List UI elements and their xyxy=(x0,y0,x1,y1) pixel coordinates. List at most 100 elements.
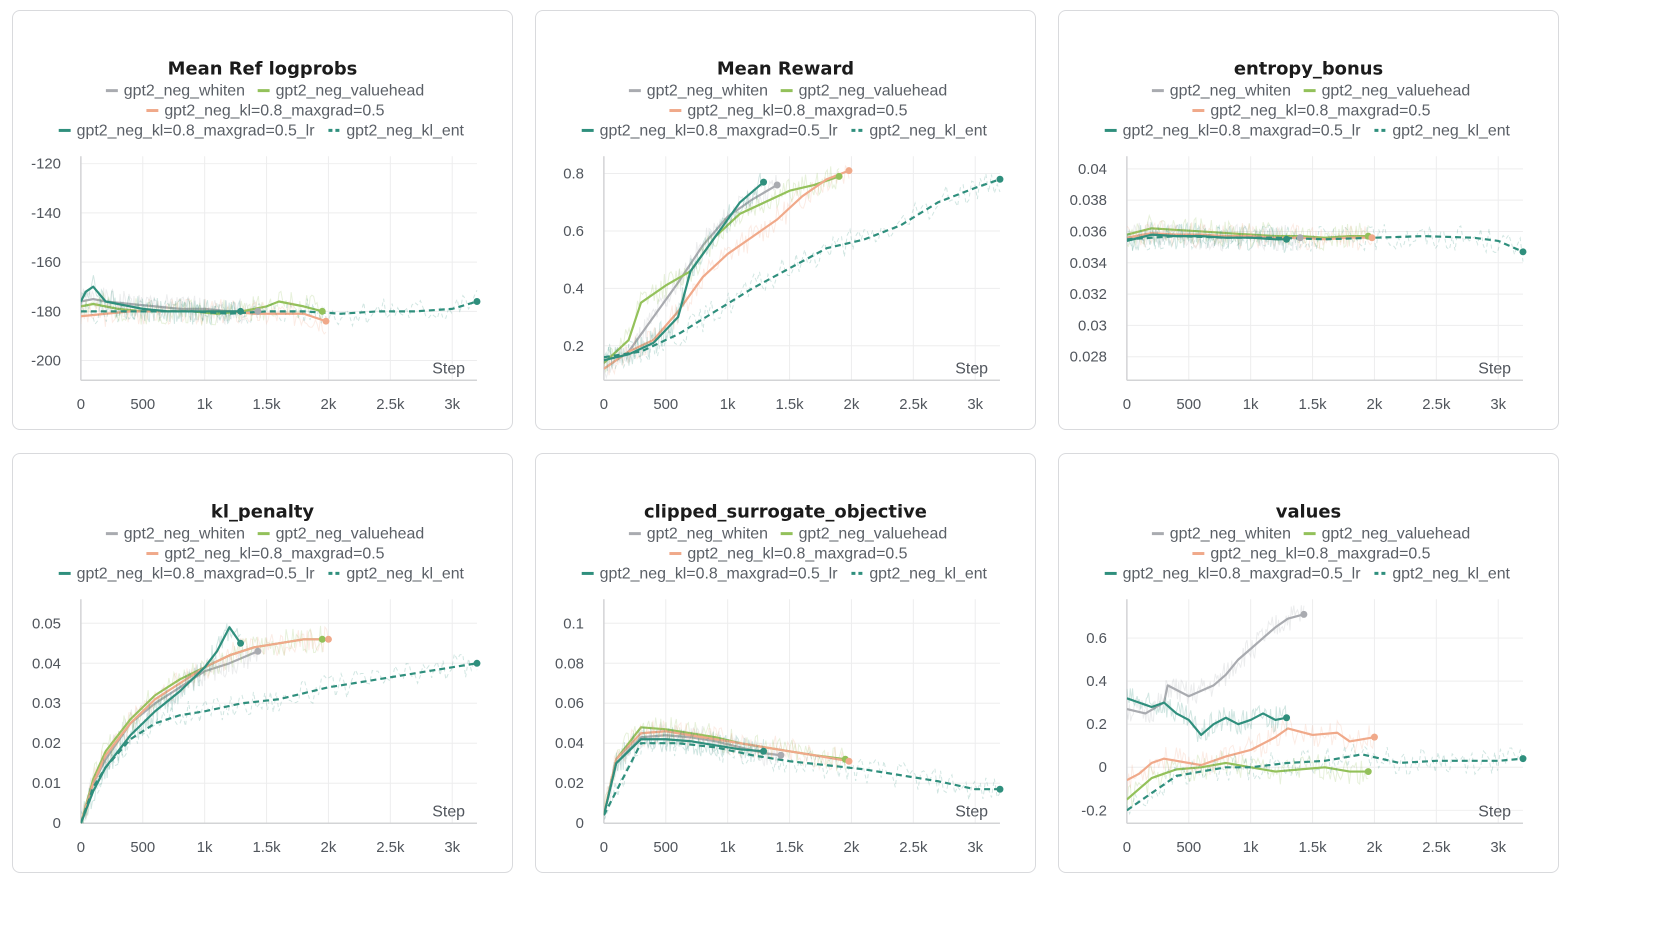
y-tick-label: 0.6 xyxy=(1086,630,1107,647)
chart-panel-kl-penalty[interactable]: kl_penalty gpt2_neg_whiten gpt2_neg_valueh… xyxy=(12,453,513,873)
legend-item-gpt2-neg-kl-0-8-maxgrad-0-5[interactable]: gpt2_neg_kl=0.8_maxgrad=0.5 xyxy=(146,103,385,120)
legend-label: gpt2_neg_kl_ent xyxy=(869,565,987,582)
series-endpoint-gpt2-neg-kl-ent xyxy=(473,659,481,667)
plot-area xyxy=(603,164,1001,380)
series-endpoint-gpt2-neg-kl-0-8-maxgrad-0-5-lr xyxy=(237,639,245,647)
legend-item-gpt2-neg-whiten[interactable]: gpt2_neg_whiten xyxy=(1151,83,1291,100)
series-line-gpt2-neg-kl-ent[interactable] xyxy=(80,300,478,315)
series-line-gpt2-neg-kl-0-8-maxgrad-0-5-lr[interactable] xyxy=(80,626,242,824)
series-raw-gpt2-neg-kl-0-8-maxgrad-0-5 xyxy=(1126,220,1373,251)
legend-item-gpt2-neg-whiten[interactable]: gpt2_neg_whiten xyxy=(628,526,768,543)
y-tick-label: 0.028 xyxy=(1070,349,1107,366)
series-line-gpt2-neg-kl-ent[interactable] xyxy=(603,742,1000,816)
chart-panel-values[interactable]: values gpt2_neg_whiten gpt2_neg_valuehead g… xyxy=(1058,453,1559,873)
y-tick-label: 0 xyxy=(576,815,584,832)
series-endpoint-gpt2-neg-kl-ent xyxy=(473,298,481,305)
chart-panel-mean-reward[interactable]: Mean Reward gpt2_neg_whiten gpt2_neg_value… xyxy=(535,10,1036,430)
x-tick-label: 0 xyxy=(77,396,85,413)
chart-panel-mean-ref-logprobs[interactable]: Mean Ref logprobs gpt2_neg_whiten gpt2_neg… xyxy=(12,10,513,430)
series-raw-gpt2-neg-kl-0-8-maxgrad-0-5 xyxy=(80,625,329,824)
series-line-gpt2-neg-kl-0-8-maxgrad-0-5-lr[interactable] xyxy=(1126,697,1287,737)
series-line-gpt2-neg-kl-ent[interactable] xyxy=(1126,753,1524,812)
series-line-gpt2-neg-kl-ent[interactable] xyxy=(80,662,478,824)
legend-item-gpt2-neg-valuehead[interactable]: gpt2_neg_valuehead xyxy=(1303,83,1471,100)
x-tick-label: 1k xyxy=(197,396,213,413)
series-line-gpt2-neg-whiten[interactable] xyxy=(80,650,259,824)
legend-item-gpt2-neg-valuehead[interactable]: gpt2_neg_valuehead xyxy=(780,526,948,543)
legend-item-gpt2-neg-valuehead[interactable]: gpt2_neg_valuehead xyxy=(1303,526,1471,543)
series-line-gpt2-neg-kl-0-8-maxgrad-0-5[interactable] xyxy=(1126,231,1372,241)
legend-label: gpt2_neg_valuehead xyxy=(799,83,948,100)
legend-item-gpt2-neg-valuehead[interactable]: gpt2_neg_valuehead xyxy=(257,526,425,543)
y-tick-label: 0.6 xyxy=(563,223,584,240)
series-line-gpt2-neg-kl-ent[interactable] xyxy=(603,178,1001,359)
y-tick-label: 0.032 xyxy=(1070,286,1107,303)
series-line-gpt2-neg-kl-0-8-maxgrad-0-5-lr[interactable] xyxy=(603,181,765,362)
legend-item-gpt2-neg-kl-0-8-maxgrad-0-5[interactable]: gpt2_neg_kl=0.8_maxgrad=0.5 xyxy=(669,546,908,563)
series-line-gpt2-neg-valuehead[interactable] xyxy=(1126,761,1369,801)
series-raw-gpt2-neg-kl-ent xyxy=(603,729,1001,821)
legend: gpt2_neg_whiten gpt2_neg_valuehead gpt2_ne… xyxy=(58,83,465,139)
grid xyxy=(1126,156,1523,381)
x-tick-label: 500 xyxy=(1176,396,1201,413)
x-tick-label: 2k xyxy=(844,839,860,856)
legend-item-gpt2-neg-kl-ent[interactable]: gpt2_neg_kl_ent xyxy=(851,565,988,582)
chart-svg-clipped-surrogate-objective: clipped_surrogate_objective gpt2_neg_whit… xyxy=(555,502,1004,856)
series-line-gpt2-neg-kl-0-8-maxgrad-0-5-lr[interactable] xyxy=(603,738,764,816)
legend-item-gpt2-neg-valuehead[interactable]: gpt2_neg_valuehead xyxy=(257,83,425,100)
legend-item-gpt2-neg-kl-0-8-maxgrad-0-5[interactable]: gpt2_neg_kl=0.8_maxgrad=0.5 xyxy=(1192,103,1431,120)
legend-item-gpt2-neg-kl-ent[interactable]: gpt2_neg_kl_ent xyxy=(851,122,988,139)
series-endpoint-gpt2-neg-kl-ent xyxy=(996,785,1004,793)
legend-item-gpt2-neg-kl-0-8-maxgrad-0-5-lr[interactable]: gpt2_neg_kl=0.8_maxgrad=0.5_lr xyxy=(1104,122,1362,139)
series-raw-gpt2-neg-valuehead xyxy=(80,290,323,326)
legend-item-gpt2-neg-kl-ent[interactable]: gpt2_neg_kl_ent xyxy=(328,565,465,582)
legend-item-gpt2-neg-kl-0-8-maxgrad-0-5-lr[interactable]: gpt2_neg_kl=0.8_maxgrad=0.5_lr xyxy=(581,122,839,139)
legend-item-gpt2-neg-whiten[interactable]: gpt2_neg_whiten xyxy=(105,526,245,543)
series-line-gpt2-neg-kl-0-8-maxgrad-0-5[interactable] xyxy=(1126,727,1375,782)
y-tick-label: 0.4 xyxy=(1086,673,1107,690)
y-tick-label: -120 xyxy=(31,156,61,173)
legend-item-gpt2-neg-kl-0-8-maxgrad-0-5-lr[interactable]: gpt2_neg_kl=0.8_maxgrad=0.5_lr xyxy=(581,565,839,582)
series-endpoint-gpt2-neg-kl-ent xyxy=(1519,248,1527,256)
legend-item-gpt2-neg-kl-ent[interactable]: gpt2_neg_kl_ent xyxy=(1374,565,1511,582)
legend-item-gpt2-neg-valuehead[interactable]: gpt2_neg_valuehead xyxy=(780,83,948,100)
x-tick-label: 500 xyxy=(130,839,155,856)
plot-area xyxy=(603,717,1001,821)
series-line-gpt2-neg-kl-0-8-maxgrad-0-5[interactable] xyxy=(80,638,329,824)
x-tick-label: 1k xyxy=(720,839,736,856)
chart-svg-mean-reward: Mean Reward gpt2_neg_whiten gpt2_neg_value… xyxy=(563,59,1004,413)
legend-item-gpt2-neg-whiten[interactable]: gpt2_neg_whiten xyxy=(1151,526,1291,543)
legend-label: gpt2_neg_kl_ent xyxy=(346,122,464,139)
legend-item-gpt2-neg-kl-0-8-maxgrad-0-5-lr[interactable]: gpt2_neg_kl=0.8_maxgrad=0.5_lr xyxy=(58,122,316,139)
legend-item-gpt2-neg-kl-ent[interactable]: gpt2_neg_kl_ent xyxy=(1374,122,1511,139)
series-line-gpt2-neg-kl-ent[interactable] xyxy=(1126,235,1524,253)
y-tick-label: 0.05 xyxy=(32,615,61,632)
series-line-gpt2-neg-valuehead[interactable] xyxy=(1126,227,1369,239)
legend-item-gpt2-neg-kl-ent[interactable]: gpt2_neg_kl_ent xyxy=(328,122,465,139)
series-line-gpt2-neg-kl-0-8-maxgrad-0-5[interactable] xyxy=(603,169,850,370)
x-tick-label: 2.5k xyxy=(1422,839,1451,856)
legend-item-gpt2-neg-whiten[interactable]: gpt2_neg_whiten xyxy=(105,83,245,100)
x-tick-label: 2k xyxy=(844,396,860,413)
legend-item-gpt2-neg-kl-0-8-maxgrad-0-5[interactable]: gpt2_neg_kl=0.8_maxgrad=0.5 xyxy=(669,103,908,120)
chart-panel-clipped-surrogate-objective[interactable]: clipped_surrogate_objective gpt2_neg_whit… xyxy=(535,453,1036,873)
series-line-gpt2-neg-kl-0-8-maxgrad-0-5[interactable] xyxy=(603,730,850,816)
x-tick-label: 3k xyxy=(444,396,460,413)
chart-title: kl_penalty xyxy=(211,502,314,523)
x-tick-label: 2k xyxy=(321,396,337,413)
series-line-gpt2-neg-kl-0-8-maxgrad-0-5-lr[interactable] xyxy=(1126,233,1287,242)
series-line-gpt2-neg-whiten[interactable] xyxy=(603,184,778,370)
chart-panel-entropy-bonus[interactable]: entropy_bonus gpt2_neg_whiten gpt2_neg_val… xyxy=(1058,10,1559,430)
series-endpoint-gpt2-neg-kl-0-8-maxgrad-0-5 xyxy=(322,317,330,325)
series-endpoint-gpt2-neg-valuehead xyxy=(318,307,326,315)
y-tick-label: 0.02 xyxy=(555,775,584,792)
legend-item-gpt2-neg-kl-0-8-maxgrad-0-5-lr[interactable]: gpt2_neg_kl=0.8_maxgrad=0.5_lr xyxy=(1104,565,1362,582)
legend-item-gpt2-neg-whiten[interactable]: gpt2_neg_whiten xyxy=(628,83,768,100)
legend-item-gpt2-neg-kl-0-8-maxgrad-0-5[interactable]: gpt2_neg_kl=0.8_maxgrad=0.5 xyxy=(1192,546,1431,563)
series-endpoint-gpt2-neg-kl-0-8-maxgrad-0-5 xyxy=(1370,733,1378,741)
series-raw-gpt2-neg-kl-0-8-maxgrad-0-5 xyxy=(1126,718,1375,794)
legend-item-gpt2-neg-kl-0-8-maxgrad-0-5[interactable]: gpt2_neg_kl=0.8_maxgrad=0.5 xyxy=(146,546,385,563)
chart-svg-kl-penalty: kl_penalty gpt2_neg_whiten gpt2_neg_valueh… xyxy=(32,502,481,856)
legend-item-gpt2-neg-kl-0-8-maxgrad-0-5-lr[interactable]: gpt2_neg_kl=0.8_maxgrad=0.5_lr xyxy=(58,565,316,582)
